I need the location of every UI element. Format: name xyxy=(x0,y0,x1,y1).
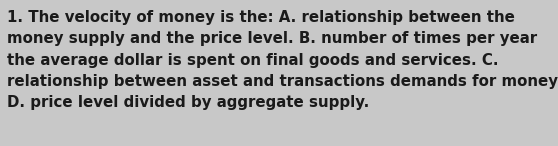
Text: 1. The velocity of money is the: A. relationship between the
money supply and th: 1. The velocity of money is the: A. rela… xyxy=(7,10,558,110)
